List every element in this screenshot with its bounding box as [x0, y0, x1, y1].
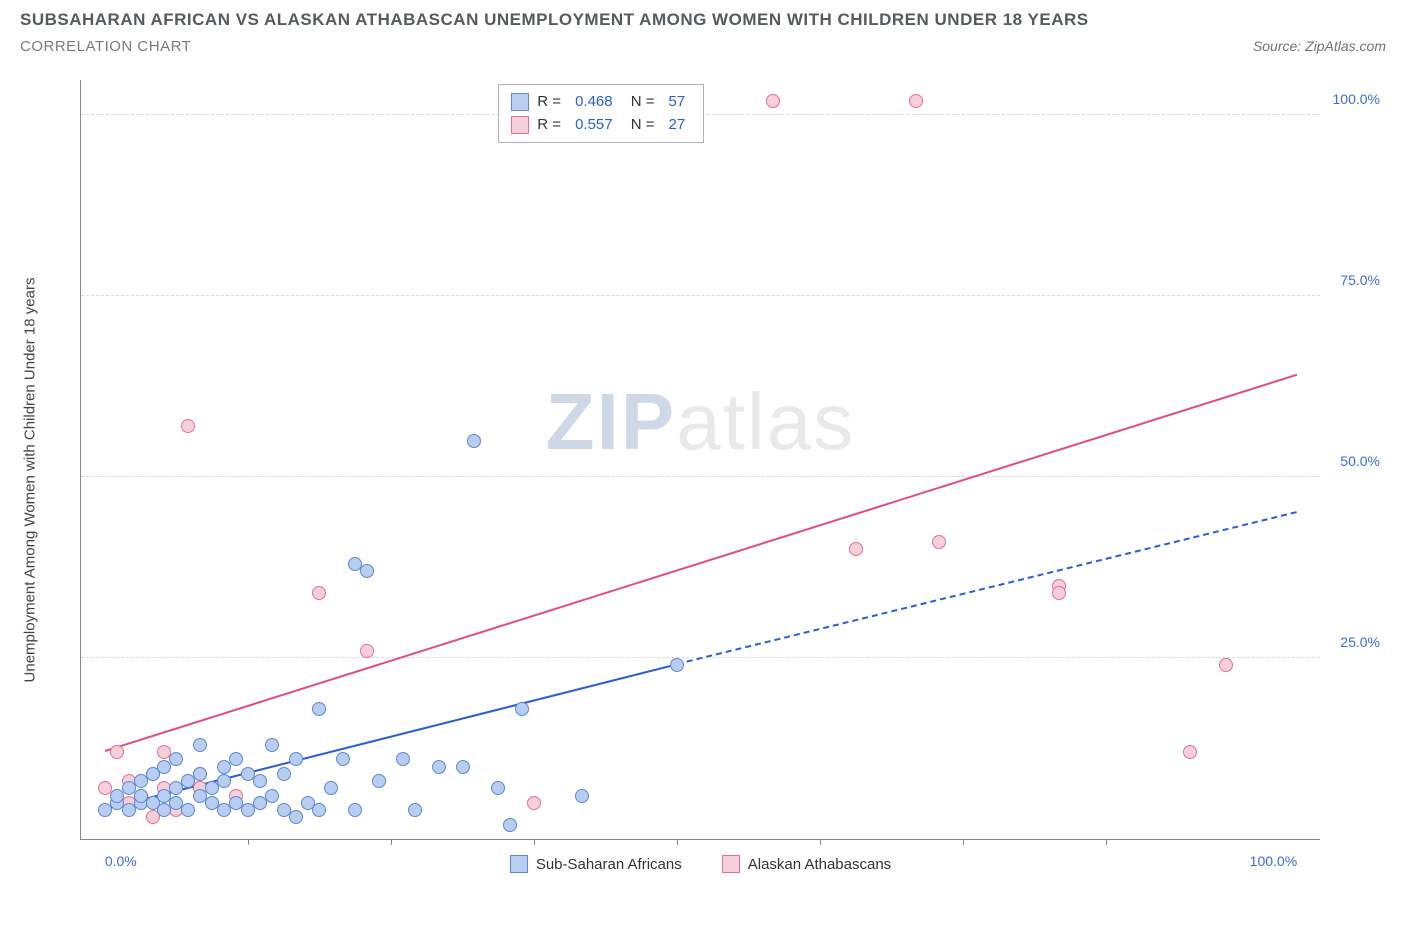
data-point [372, 774, 386, 788]
data-point [456, 760, 470, 774]
stats-legend: R = 0.468 N = 57 R = 0.557 N = 27 [498, 84, 704, 143]
data-point [253, 774, 267, 788]
series-legend-label: Alaskan Athabascans [748, 856, 891, 873]
data-point [503, 818, 517, 832]
data-point [265, 738, 279, 752]
data-point [289, 752, 303, 766]
x-tick [820, 839, 821, 845]
legend-swatch [510, 855, 528, 873]
data-point [336, 752, 350, 766]
data-point [181, 803, 195, 817]
data-point [360, 644, 374, 658]
data-point [265, 789, 279, 803]
data-point [766, 94, 780, 108]
y-axis-label: Unemployment Among Women with Children U… [22, 278, 39, 683]
y-tick-label: 100.0% [1333, 91, 1380, 107]
data-point [110, 745, 124, 759]
page-subtitle: CORRELATION CHART [20, 38, 191, 55]
x-tick [248, 839, 249, 845]
data-point [491, 781, 505, 795]
trend-line [105, 663, 678, 810]
y-tick-label: 75.0% [1340, 272, 1380, 288]
legend-swatch [511, 116, 529, 134]
y-tick-label: 25.0% [1340, 634, 1380, 650]
data-point [360, 564, 374, 578]
data-point [312, 586, 326, 600]
trend-line [677, 511, 1297, 665]
x-tick [391, 839, 392, 845]
data-point [217, 774, 231, 788]
data-point [408, 803, 422, 817]
data-point [181, 419, 195, 433]
chart-area: Unemployment Among Women with Children U… [50, 80, 1370, 880]
stats-legend-row: R = 0.468 N = 57 [511, 91, 691, 114]
data-point [312, 702, 326, 716]
legend-r-value: 0.468 [575, 91, 613, 114]
source-attribution: Source: ZipAtlas.com [1253, 38, 1386, 54]
y-tick-label: 50.0% [1340, 453, 1380, 469]
series-legend-label: Sub-Saharan Africans [536, 856, 682, 873]
stats-legend-row: R = 0.557 N = 27 [511, 114, 691, 137]
legend-swatch [511, 93, 529, 111]
legend-n-label: N = [627, 91, 655, 114]
data-point [169, 752, 183, 766]
legend-n-value: 27 [669, 114, 686, 137]
grid-line [81, 295, 1320, 296]
page-title: SUBSAHARAN AFRICAN VS ALASKAN ATHABASCAN… [20, 10, 1386, 30]
data-point [670, 658, 684, 672]
x-tick [1106, 839, 1107, 845]
legend-n-label: N = [627, 114, 655, 137]
legend-n-value: 57 [669, 91, 686, 114]
series-legend-item: Sub-Saharan Africans [510, 855, 682, 873]
data-point [849, 542, 863, 556]
data-point [277, 767, 291, 781]
series-legend: Sub-Saharan Africans Alaskan Athabascans [81, 855, 1320, 873]
legend-r-label: R = [537, 91, 561, 114]
data-point [312, 803, 326, 817]
data-point [193, 738, 207, 752]
data-point [467, 434, 481, 448]
data-point [515, 702, 529, 716]
data-point [909, 94, 923, 108]
data-point [1219, 658, 1233, 672]
data-point [527, 796, 541, 810]
data-point [432, 760, 446, 774]
data-point [193, 767, 207, 781]
data-point [396, 752, 410, 766]
data-point [289, 810, 303, 824]
grid-line [81, 476, 1320, 477]
watermark: ZIPatlas [546, 376, 855, 468]
x-tick [963, 839, 964, 845]
x-tick [677, 839, 678, 845]
trend-line [105, 374, 1298, 752]
data-point [1183, 745, 1197, 759]
legend-r-value: 0.557 [575, 114, 613, 137]
data-point [575, 789, 589, 803]
scatter-plot: ZIPatlas 25.0%50.0%75.0%100.0%0.0%100.0%… [80, 80, 1320, 840]
data-point [932, 535, 946, 549]
legend-r-label: R = [537, 114, 561, 137]
data-point [324, 781, 338, 795]
series-legend-item: Alaskan Athabascans [722, 855, 891, 873]
data-point [348, 803, 362, 817]
legend-swatch [722, 855, 740, 873]
data-point [1052, 586, 1066, 600]
data-point [229, 752, 243, 766]
x-tick [534, 839, 535, 845]
